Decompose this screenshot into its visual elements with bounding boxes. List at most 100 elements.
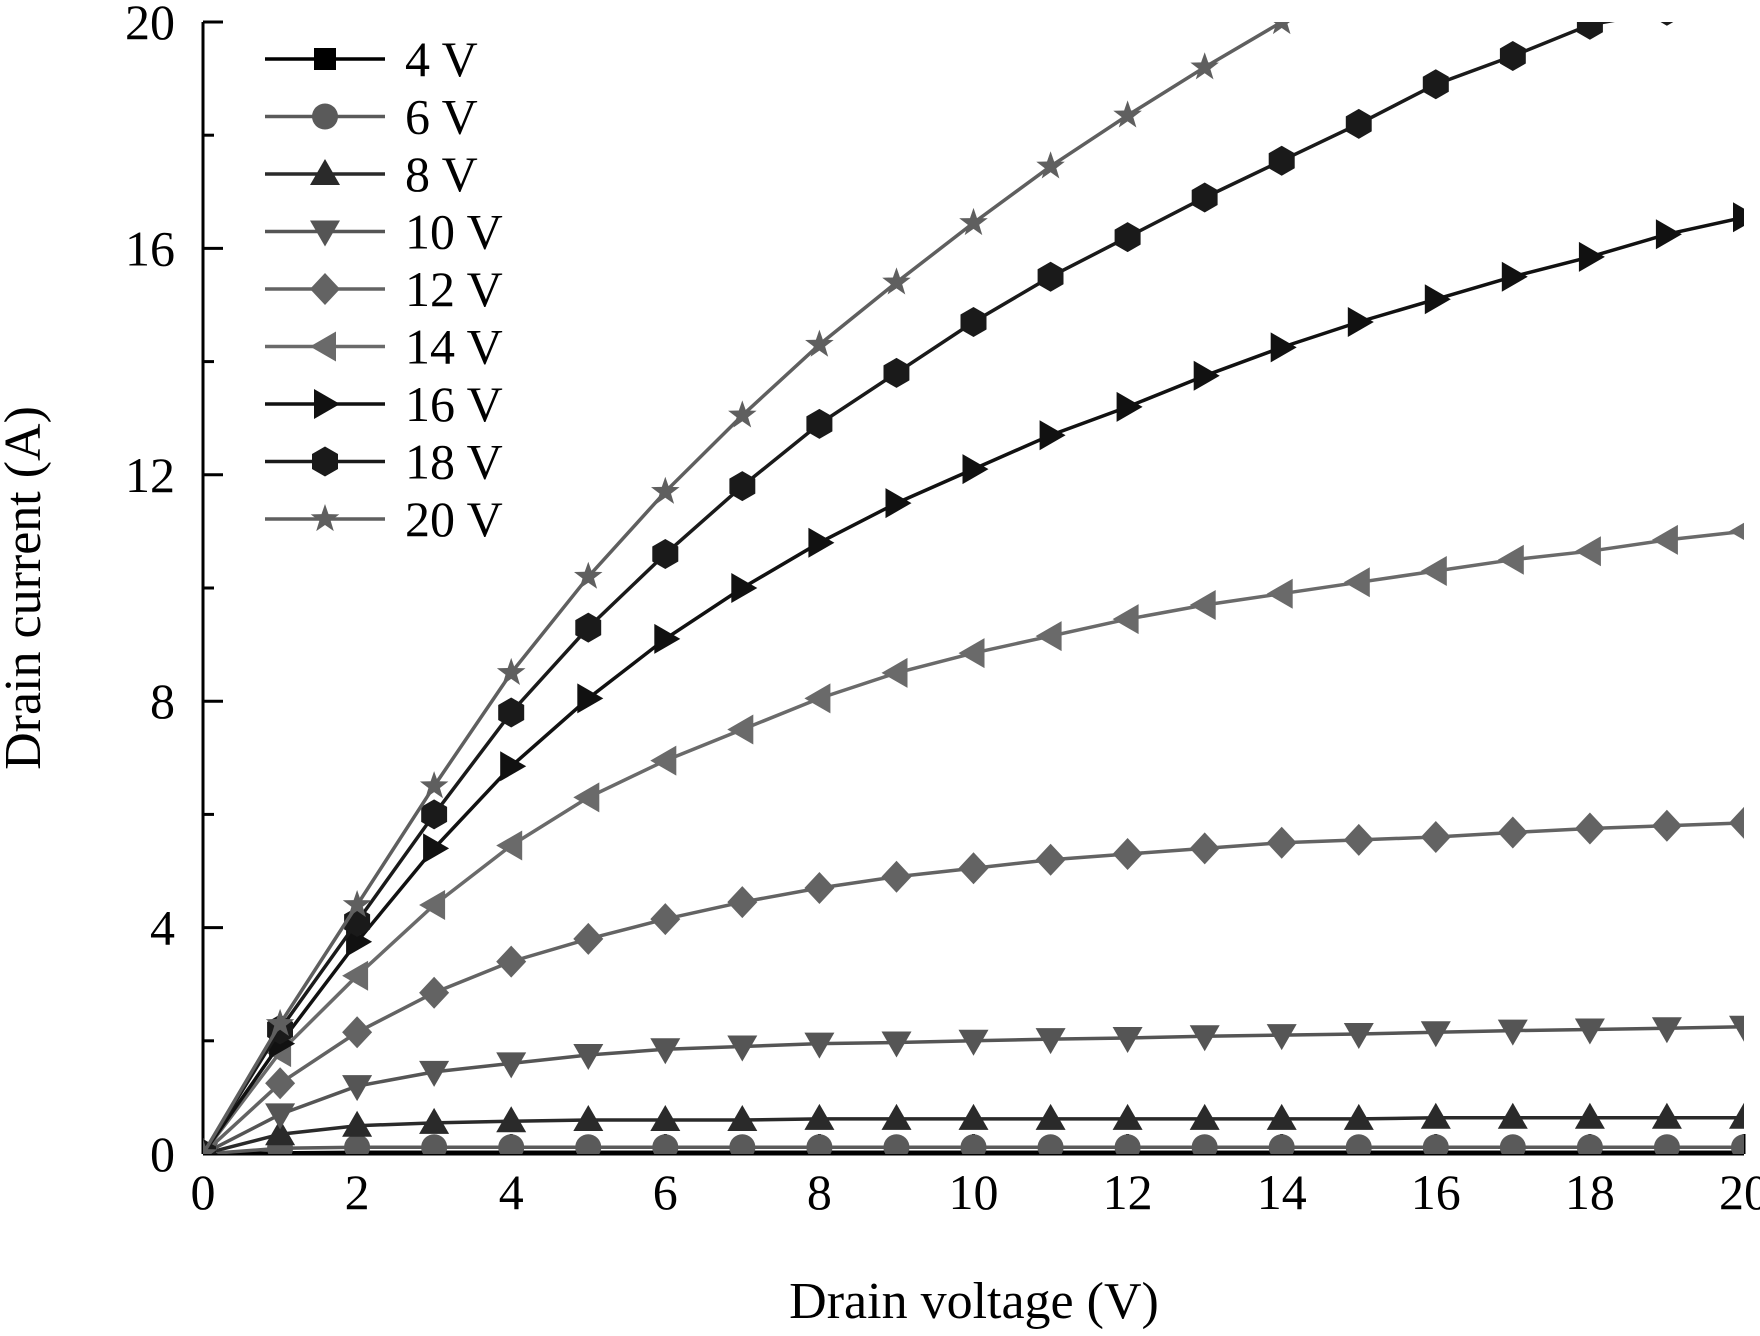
data-point-12v: [1035, 843, 1066, 876]
data-point-10v: [804, 1032, 835, 1059]
data-point-6v: [1422, 1134, 1449, 1154]
data-point-18v: [1191, 182, 1218, 213]
series-layer: [203, 22, 1744, 1154]
data-point-14v: [342, 960, 369, 991]
legend-label-20v: 20 V: [405, 491, 503, 547]
data-point-8v: [1729, 1102, 1744, 1129]
legend-label-14v: 14 V: [405, 319, 503, 375]
data-point-6v: [729, 1134, 756, 1154]
data-point-18v: [1660, 22, 1674, 26]
data-point-12v: [1651, 809, 1682, 842]
legend-item-6v: 6 V: [265, 89, 478, 145]
data-point-12v: [265, 1067, 296, 1100]
data-point-20v: [342, 890, 372, 918]
data-point-8v: [419, 1107, 450, 1134]
legend: 4 V6 V8 V10 V12 V14 V16 V18 V20 V: [265, 31, 503, 547]
data-point-12v: [419, 976, 450, 1009]
data-point-8v: [1420, 1102, 1451, 1129]
data-point-10v: [1189, 1025, 1220, 1052]
data-point-6v: [1345, 1134, 1372, 1154]
data-point-10v: [1112, 1027, 1143, 1053]
data-point-16v: [1501, 261, 1528, 292]
data-point-18v: [421, 799, 448, 830]
x-tick-label: 10: [949, 1164, 999, 1220]
data-point-10v: [342, 1075, 373, 1102]
legend-marker-16v: [314, 389, 340, 419]
legend-label-12v: 12 V: [405, 261, 503, 317]
data-point-6v: [960, 1134, 987, 1154]
data-point-20v: [959, 207, 988, 236]
data-point-10v: [881, 1031, 912, 1058]
data-point-14v: [1729, 522, 1744, 541]
data-point-18v: [575, 612, 602, 643]
data-point-16v: [1347, 307, 1374, 337]
data-point-14v: [1035, 621, 1062, 652]
data-point-16v: [423, 833, 450, 864]
data-point-20v: [574, 561, 603, 589]
legend-marker-10v: [310, 220, 340, 247]
data-point-18v: [1037, 261, 1064, 292]
data-point-14v: [1343, 567, 1370, 598]
x-tick-label: 20: [1719, 1164, 1760, 1220]
legend-marker-14v: [310, 331, 336, 362]
data-point-14v: [1189, 590, 1216, 620]
legend-label-18v: 18 V: [405, 434, 503, 490]
legend-marker-20v: [310, 504, 340, 532]
data-point-20v: [1190, 52, 1219, 80]
x-tick-label: 18: [1565, 1164, 1615, 1220]
data-point-10v: [650, 1038, 681, 1065]
data-point-8v: [804, 1103, 835, 1130]
data-point-18v: [806, 408, 833, 439]
data-point-14v: [881, 657, 908, 688]
data-point-8v: [573, 1105, 604, 1131]
data-point-6v: [1114, 1134, 1141, 1154]
data-point-20v: [203, 1139, 218, 1154]
data-point-14v: [1266, 578, 1293, 609]
data-point-8v: [727, 1105, 758, 1131]
data-point-6v: [1653, 1134, 1680, 1154]
data-point-6v: [1499, 1134, 1526, 1154]
legend-label-4v: 4 V: [405, 31, 478, 87]
data-point-12v: [342, 1016, 373, 1049]
data-point-20v: [1113, 100, 1142, 128]
data-point-8v: [958, 1103, 989, 1130]
legend-label-8v: 8 V: [405, 146, 478, 202]
data-point-10v: [1574, 1018, 1605, 1045]
y-tick-label: 8: [150, 673, 175, 729]
legend-item-20v: 20 V: [265, 491, 503, 547]
data-point-6v: [652, 1134, 679, 1154]
data-point-14v: [573, 782, 600, 813]
data-point-6v: [806, 1134, 833, 1154]
data-point-18v: [1422, 69, 1449, 100]
x-tick-label: 8: [807, 1164, 832, 1220]
data-point-16v: [885, 488, 912, 519]
data-point-12v: [1112, 838, 1143, 870]
data-point-10v: [496, 1052, 527, 1079]
legend-item-16v: 16 V: [265, 376, 503, 432]
x-tick-label: 16: [1411, 1164, 1461, 1220]
data-point-18v: [1576, 22, 1603, 40]
data-point-8v: [1266, 1103, 1297, 1130]
data-point-16v: [1270, 332, 1297, 363]
data-point-16v: [1039, 420, 1066, 451]
data-point-12v: [1420, 821, 1451, 853]
data-point-14v: [958, 638, 985, 669]
y-axis-label: Drain current (A): [0, 406, 52, 770]
data-point-10v: [573, 1044, 604, 1070]
data-point-8v: [881, 1103, 912, 1130]
data-point-12v: [804, 872, 835, 904]
data-point-20v: [419, 771, 449, 799]
legend-marker-18v: [312, 446, 338, 477]
data-point-18v: [1268, 145, 1295, 176]
data-point-20v: [496, 657, 526, 685]
data-point-12v: [1497, 816, 1528, 849]
x-tick-label: 0: [191, 1164, 216, 1220]
series-16v: [203, 202, 1744, 1154]
data-point-10v: [1497, 1019, 1528, 1046]
legend-marker-6v: [312, 103, 338, 130]
legend-item-8v: 8 V: [265, 146, 478, 202]
data-point-14v: [1574, 536, 1601, 567]
y-tick-label: 4: [150, 900, 175, 956]
